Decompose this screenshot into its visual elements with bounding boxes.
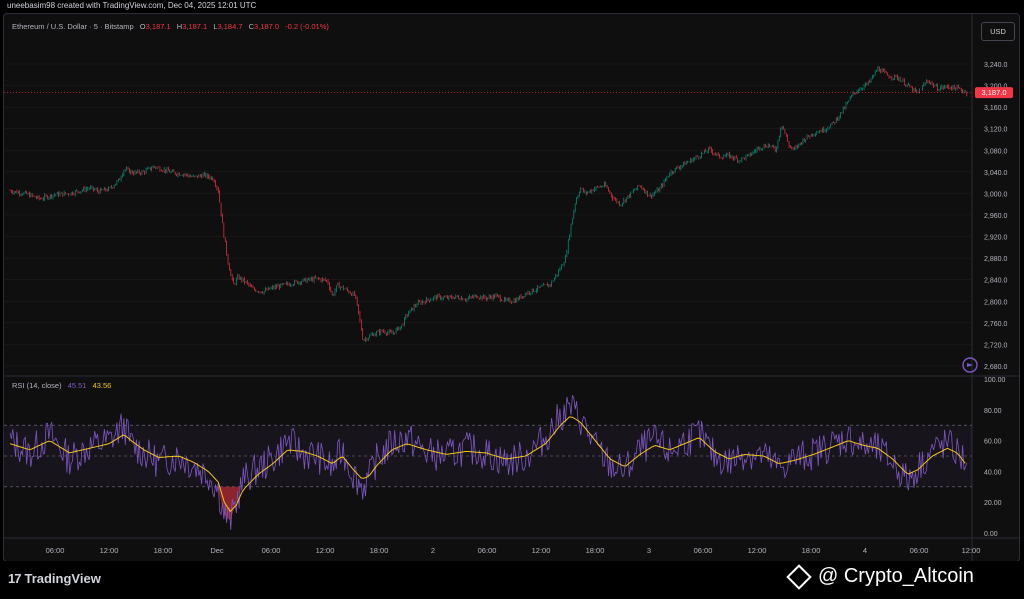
price-tick-label: 2,920.0 <box>984 235 1007 242</box>
rsi-tick-label: 100.00 <box>984 377 1006 384</box>
time-tick-label: 18:00 <box>586 546 605 555</box>
time-tick-label: 3 <box>647 546 651 555</box>
rsi-title: RSI (14, close) <box>12 381 62 390</box>
price-grid <box>4 63 972 367</box>
rsi-legend: RSI (14, close) 45.51 43.56 <box>12 381 111 390</box>
top-bar: uneebasim98 created with TradingView.com… <box>0 0 1024 12</box>
time-tick-label: Dec <box>210 546 224 555</box>
currency-button[interactable]: USD <box>981 22 1015 41</box>
tradingview-logo[interactable]: 17 TradingView <box>8 571 101 586</box>
price-tick-label: 3,080.0 <box>984 148 1007 155</box>
price-tick-label: 3,240.0 <box>984 62 1007 69</box>
rsi-oversold-fill <box>213 486 241 521</box>
price-tick-label: 2,760.0 <box>984 321 1007 328</box>
rsi-pane <box>4 394 972 530</box>
chart-frame[interactable]: 3,240.0 3,200.0 3,160.0 3,120.0 3,080.0 3,040… <box>3 13 1020 562</box>
rsi-line <box>9 394 968 530</box>
time-tick-label: 18:00 <box>154 546 173 555</box>
change-value: -0.2 (-0.01%) <box>285 22 329 31</box>
rsi-ma-value: 43.56 <box>92 381 112 390</box>
time-tick-label: 12:00 <box>962 546 981 555</box>
price-tick-label: 2,680.0 <box>984 364 1007 371</box>
footer: 17 TradingView @ Crypto_Altcoin <box>0 561 1024 599</box>
close-value: 3,187.0 <box>254 22 280 31</box>
time-tick-label: 06:00 <box>46 546 65 555</box>
tradingview-brand: TradingView <box>24 571 101 586</box>
price-tick-label: 3,200.0 <box>984 84 1007 91</box>
diamond-icon <box>786 563 812 590</box>
time-tick-label: 4 <box>863 546 867 555</box>
time-tick-label: 06:00 <box>694 546 713 555</box>
price-tick-label: 3,160.0 <box>984 105 1007 112</box>
high-label: H <box>176 22 183 31</box>
high-value: 3,187.1 <box>182 22 208 31</box>
rsi-value: 45.51 <box>67 381 87 390</box>
price-tick-label: 2,880.0 <box>984 256 1007 263</box>
price-tick-label: 3,120.0 <box>984 127 1007 134</box>
price-tick-label: 2,720.0 <box>984 342 1007 349</box>
time-tick-label: 2 <box>431 546 435 555</box>
rsi-axis: 100.00 80.00 60.00 40.00 20.00 0.00 <box>984 377 1006 538</box>
time-tick-label: 18:00 <box>802 546 821 555</box>
rsi-tick-label: 60.00 <box>984 439 1002 446</box>
price-axis: 3,240.0 3,200.0 3,160.0 3,120.0 3,080.0 3,040… <box>984 62 1007 371</box>
time-tick-label: 18:00 <box>370 546 389 555</box>
time-tick-label: 06:00 <box>910 546 929 555</box>
open-value: 3,187.1 <box>145 22 171 31</box>
price-tag-bg <box>975 87 1013 99</box>
credit-text: uneebasim98 created with TradingView.com… <box>7 1 257 10</box>
time-tick-label: 06:00 <box>262 546 281 555</box>
time-axis: 06:00 12:00 18:00 Dec 06:00 12:00 18:00 2 06:00 1… <box>46 546 981 555</box>
rsi-tick-label: 0.00 <box>984 531 998 538</box>
price-tick-label: 3,000.0 <box>984 191 1007 198</box>
time-tick-label: 12:00 <box>316 546 335 555</box>
price-tag-text: 3,187.0 <box>981 88 1006 97</box>
rsi-tick-label: 40.00 <box>984 469 1002 476</box>
symbol-name: Ethereum / U.S. Dollar · 5 · Bitstamp <box>12 22 134 31</box>
time-tick-label: 12:00 <box>748 546 767 555</box>
price-tag: 3,187.0 <box>975 87 1013 99</box>
close-label: C <box>248 22 255 31</box>
open-label: O <box>139 22 146 31</box>
watermark-text: @ Crypto_Altcoin <box>818 565 974 587</box>
price-tick-label: 2,840.0 <box>984 278 1007 285</box>
watermark: @ Crypto_Altcoin <box>786 563 974 590</box>
price-candles <box>9 65 968 343</box>
rsi-tick-label: 80.00 <box>984 408 1002 415</box>
price-tick-label: 2,960.0 <box>984 213 1007 220</box>
time-tick-label: 12:00 <box>532 546 551 555</box>
low-label: L <box>213 22 218 31</box>
replay-icon[interactable] <box>962 357 978 373</box>
low-value: 3,184.7 <box>217 22 243 31</box>
rsi-ma-line <box>9 416 966 513</box>
tradingview-logo-icon: 17 <box>8 571 22 586</box>
symbol-legend: Ethereum / U.S. Dollar · 5 · Bitstamp O3… <box>12 22 329 31</box>
chart-canvas[interactable]: 3,240.0 3,200.0 3,160.0 3,120.0 3,080.0 3,040… <box>4 14 1019 561</box>
price-tick-label: 2,800.0 <box>984 299 1007 306</box>
rsi-tick-label: 20.00 <box>984 500 1002 507</box>
time-tick-label: 06:00 <box>478 546 497 555</box>
time-tick-label: 12:00 <box>100 546 119 555</box>
price-tick-label: 3,040.0 <box>984 170 1007 177</box>
